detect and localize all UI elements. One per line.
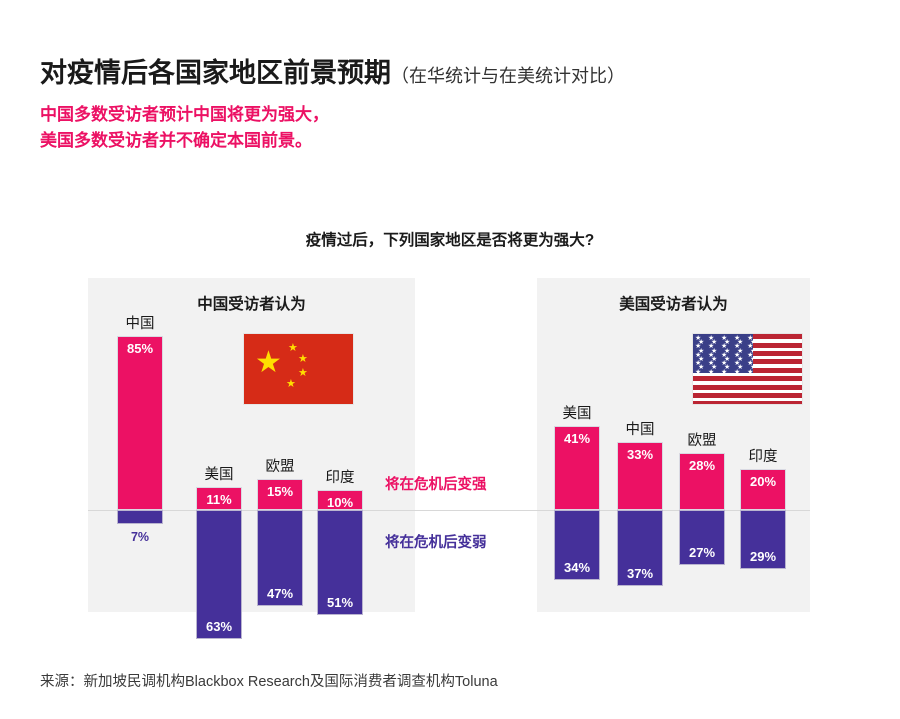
bar-segment-weaker: 34% [554, 509, 600, 580]
bar-value-weaker: 63% [205, 619, 233, 635]
flag-star-row: ★ ★ ★ ★ ★ ★ [695, 360, 753, 368]
bar-category-label: 美国 [562, 405, 592, 422]
flag-stripe [693, 351, 802, 356]
flag-stripe [693, 334, 802, 339]
bar-segment-stronger: 41% [554, 425, 600, 510]
bar-segment-stronger: 33% [617, 442, 663, 510]
bar-category-label: 美国 [204, 467, 234, 484]
deck-line-1: 中国多数受访者预计中国将更为强大， [40, 105, 329, 125]
flag-star-row: ★ ★ ★ ★ ★ ★ [695, 368, 753, 373]
bar-segment-weaker: 29% [740, 510, 786, 570]
bar-segment-weaker: 27% [679, 509, 725, 566]
bar-segment-weaker: 51% [317, 510, 363, 615]
bar-category-label: 中国 [125, 315, 155, 332]
flag-stripe [693, 385, 802, 390]
bar-value-weaker: 37% [626, 565, 654, 581]
bar-value-stronger: 10% [326, 494, 354, 510]
flag-stripe [693, 343, 802, 348]
china-flag-icon: ★ ★ ★ ★ ★ [243, 333, 354, 405]
bar-category-label: 中国 [625, 422, 655, 439]
flag-stripe [693, 393, 802, 398]
usa-flag-icon: ★ ★ ★ ★ ★ ★ ★ ★ ★ ★ ★ ★ ★ ★ ★ ★ ★ ★ ★ ★ ★ ★… [692, 333, 803, 405]
bar-value-weaker: 7% [130, 530, 150, 545]
bar-segment-stronger: 28% [679, 452, 725, 510]
bar-欧盟: 15% 47% 欧盟 [257, 459, 303, 607]
flag-stripe [693, 376, 802, 381]
flag-star-small-1: ★ [288, 342, 298, 354]
bar-中国: 33% 37% 中国 [617, 422, 663, 586]
page-title-main: 对疫情后各国家地区前景预期 [40, 58, 391, 88]
page-title-subnote: （在华统计与在美统计对比） [391, 66, 625, 86]
bar-value-stronger: 15% [266, 484, 294, 500]
header-block: 对疫情后各国家地区前景预期（在华统计与在美统计对比） 中国多数受访者预计中国将更… [40, 58, 880, 154]
bar-美国: 41% 34% 美国 [554, 406, 600, 580]
flag-star-small-4: ★ [286, 378, 296, 390]
bar-category-label: 印度 [325, 469, 355, 486]
bar-value-stronger: 11% [206, 492, 232, 508]
zero-baseline [88, 510, 810, 511]
flag-star-row: ★ ★ ★ ★ ★ [698, 347, 753, 355]
bar-segment-stronger: 85% [117, 335, 163, 510]
bar-value-weaker: 47% [266, 586, 294, 602]
panel-china-respondents: 中国受访者认为 [88, 278, 415, 612]
bar-category-label: 印度 [748, 449, 778, 465]
bar-segment-stronger: 20% [740, 469, 786, 510]
bar-美国: 11% 63% 美国 [196, 467, 242, 640]
bar-segment-weaker [117, 510, 163, 525]
flag-star-row: ★ ★ ★ ★ ★ ★ [695, 335, 753, 342]
bar-value-weaker: 34% [563, 559, 591, 575]
bar-印度: 10% 51% 印度 [317, 470, 363, 615]
bar-欧盟: 28% 27% 欧盟 [679, 433, 725, 566]
flag-star-row: ★ ★ ★ ★ ★ [698, 339, 753, 347]
bar-category-label: 欧盟 [687, 432, 717, 449]
bar-segment-weaker: 63% [196, 509, 242, 640]
flag-star-row: ★ ★ ★ ★ ★ ★ [695, 351, 753, 359]
bar-value-weaker: 27% [688, 545, 716, 561]
flag-star-small-3: ★ [298, 367, 308, 379]
panel-right-title: 美国受访者认为 [619, 296, 728, 313]
flag-stripe [693, 359, 802, 364]
deck-text: 中国多数受访者预计中国将更为强大， 美国多数受访者并不确定本国前景。 [40, 102, 880, 154]
bar-印度: 20% 29% 印度 [740, 449, 786, 570]
flag-canton: ★ ★ ★ ★ ★ ★ ★ ★ ★ ★ ★ ★ ★ ★ ★ ★ ★ ★ ★ ★ ★ ★… [693, 334, 753, 373]
bar-segment-weaker: 37% [617, 509, 663, 586]
bar-value-stronger: 28% [688, 457, 716, 473]
bar-value-stronger: 20% [749, 474, 777, 489]
bar-category-label: 欧盟 [265, 459, 295, 476]
bar-value-weaker: 51% [326, 594, 354, 610]
panel-usa-respondents: 美国受访者认为 [537, 278, 810, 612]
bar-value-stronger: 85% [126, 340, 154, 356]
page-title: 对疫情后各国家地区前景预期（在华统计与在美统计对比） [40, 58, 880, 88]
flag-star-small-2: ★ [298, 353, 308, 365]
flag-star-row: ★ ★ ★ ★ ★ [698, 356, 753, 363]
bar-segment-stronger: 10% [317, 489, 363, 510]
bar-segment-stronger: 15% [257, 479, 303, 510]
flag-star-large: ★ [255, 346, 282, 379]
bar-中国: 85% 7% 中国 [117, 316, 163, 544]
bar-segment-stronger: 11% [196, 487, 242, 510]
legend-stronger: 将在危机后变强 [385, 477, 487, 493]
source-note: 来源：新加坡民调机构Blackbox Research及国际消费者调查机构Tol… [40, 674, 498, 690]
chart-question: 疫情过后，下列国家地区是否将更为强大? [305, 232, 595, 249]
bar-value-stronger: 41% [563, 430, 591, 446]
flag-stripe [693, 401, 802, 404]
bar-value-weaker: 29% [749, 549, 777, 565]
flag-star-row: ★ ★ ★ ★ ★ [698, 364, 753, 372]
flag-star-row: ★ ★ ★ ★ ★ ★ [695, 343, 753, 351]
deck-line-2: 美国多数受访者并不确定本国前景。 [40, 131, 312, 151]
legend-weaker: 将在危机后变弱 [385, 535, 487, 551]
panel-left-title: 中国受访者认为 [197, 296, 306, 313]
flag-stripe [693, 368, 802, 373]
bar-segment-weaker: 47% [257, 510, 303, 607]
bar-value-stronger: 33% [626, 447, 654, 463]
